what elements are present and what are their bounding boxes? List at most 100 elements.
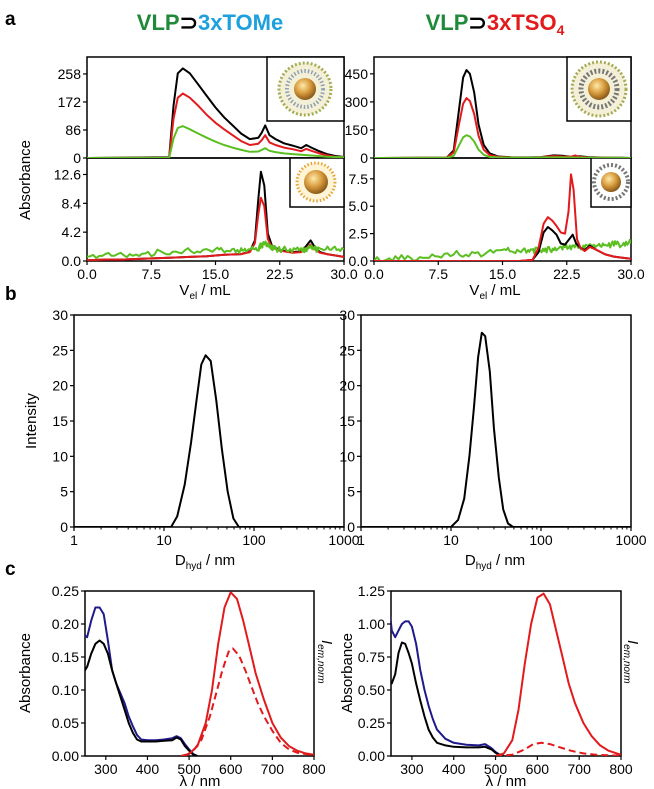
xlabel-b1: Dhyd / nm — [175, 552, 235, 572]
xtick-label: 22.5 — [553, 266, 580, 282]
chart-a1_top: 0 86 172 258 — [58, 66, 344, 166]
title-left-cargo: 3xTOMe — [198, 10, 283, 35]
ylabel-a: Absorbance — [17, 140, 34, 220]
ytick-label: 0.20 — [52, 616, 79, 632]
xtick-label: 1 — [70, 532, 78, 548]
right-label-c1: Iem,norm — [315, 640, 335, 684]
chart-a1_bottom: 0.0 4.2 8.4 12.6 0.0 7.5 15.0 22.5 30.0 — [54, 166, 358, 282]
ytick-label: 12.6 — [54, 166, 81, 182]
ytick-label: 0.25 — [358, 715, 385, 731]
series-line-red — [87, 92, 344, 158]
xtick-label: 1000 — [615, 532, 646, 548]
ytick-label: 25 — [339, 342, 355, 358]
series-line-red — [495, 592, 621, 756]
ytick-label: 0.25 — [52, 583, 79, 599]
ytick-label: 0.0 — [62, 253, 82, 269]
ytick-label: 0.75 — [358, 649, 385, 665]
xtick-label: 22.5 — [266, 266, 293, 282]
title-left-contain: ⊃ — [180, 10, 198, 35]
ytick-label: 15 — [339, 413, 355, 429]
panel-label-b: b — [5, 284, 17, 305]
series-line-red — [374, 173, 631, 261]
ylabel-c1: Absorbance — [17, 633, 34, 713]
ytick-label: 20 — [339, 378, 355, 394]
series-line-black — [361, 331, 631, 527]
xlabel-a1: Vel / mL — [179, 282, 230, 302]
xlabel-b1-rest: / nm — [202, 552, 235, 569]
xtick-label: 100 — [529, 532, 553, 548]
xtick-label: 10 — [443, 532, 459, 548]
title-left: VLP⊃3xTOMe — [137, 10, 283, 35]
ylabel-b: Intensity — [23, 393, 40, 449]
ytick-label: 0.10 — [52, 682, 79, 698]
series-line-red — [180, 591, 314, 756]
xtick-label: 700 — [261, 761, 285, 777]
xtick-label: 7.5 — [142, 266, 162, 282]
title-right-cargo: 3xTSO — [487, 10, 557, 35]
ytick-label: 300 — [345, 94, 369, 110]
series-line-black — [85, 639, 198, 756]
nanoparticle-icon-2 — [590, 157, 632, 208]
xtick-label: 300 — [94, 761, 118, 777]
xtick-label: 500 — [177, 761, 201, 777]
xtick-label: 15.0 — [489, 266, 516, 282]
right-label-c1-main: I — [318, 640, 335, 644]
right-label-c1-sub: em,norm — [315, 644, 326, 683]
right-label-c2-sub: em,norm — [621, 644, 632, 683]
ytick-label: 0.05 — [52, 715, 79, 731]
ytick-label: 5 — [60, 484, 68, 500]
chart-c2: 0.00 0.25 0.50 0.75 1.00 1.25 300 400 500 600 700 8… — [358, 583, 633, 777]
xlabel-a2-rest: / mL — [487, 282, 520, 299]
ytick-label: 0.0 — [349, 253, 369, 269]
xlabel-c1: λ / nm — [180, 773, 221, 789]
xlabel-b2-rest: / nm — [492, 552, 525, 569]
title-right-sub: 4 — [557, 22, 565, 38]
xlabel-b1-sub: hyd — [186, 561, 202, 572]
xtick-label: 10 — [156, 532, 172, 548]
xlabel-b2-main: D — [465, 552, 476, 569]
ytick-label: 0 — [347, 519, 355, 535]
ytick-label: 0 — [73, 150, 81, 166]
xtick-label: 800 — [609, 761, 633, 777]
xlabel-c2: λ / nm — [486, 773, 527, 789]
ytick-label: 0 — [60, 519, 68, 535]
xlabel-a1-rest: / mL — [197, 282, 230, 299]
nanoparticle-with-shell-icon-2 — [566, 56, 632, 122]
ytick-label: 0.15 — [52, 649, 79, 665]
xtick-label: 1000 — [328, 532, 359, 548]
xlabel-a1-sub: el — [189, 291, 197, 302]
ylabel-c2: Absorbance — [339, 633, 356, 713]
title-right-vlp: VLP — [426, 10, 469, 35]
series-line-black — [374, 226, 631, 261]
xtick-label: 700 — [568, 761, 592, 777]
ytick-label: 5 — [347, 484, 355, 500]
xlabel-a1-main: V — [179, 282, 189, 299]
chart-a2_top: 0 150 300 450 — [345, 66, 631, 166]
chart-b2: 0 5 10 15 20 25 30 1 10 100 1000 — [339, 307, 646, 548]
xtick-label: 0.0 — [364, 266, 384, 282]
ytick-label: 1.25 — [358, 583, 385, 599]
nanoparticle-with-shell-icon — [266, 56, 345, 122]
xlabel-a2-main: V — [469, 282, 479, 299]
nanoparticle-icon — [289, 157, 345, 208]
series-line-red-dashed — [495, 741, 621, 756]
ytick-label: 450 — [345, 66, 369, 82]
ytick-label: 150 — [345, 122, 369, 138]
xtick-label: 500 — [484, 761, 508, 777]
title-right-contain: ⊃ — [468, 10, 486, 35]
xlabel-a2: Vel / mL — [469, 282, 520, 302]
xtick-label: 800 — [302, 761, 326, 777]
panel-label-c: c — [5, 559, 16, 580]
xtick-label: 600 — [526, 761, 550, 777]
title-left-vlp: VLP — [137, 10, 180, 35]
ytick-label: 4.2 — [62, 224, 82, 240]
ytick-label: 30 — [339, 307, 355, 323]
ytick-label: 0.50 — [358, 682, 385, 698]
ytick-label: 0.00 — [52, 748, 79, 764]
xlabel-b2: Dhyd / nm — [465, 552, 525, 572]
frame-c1 — [84, 590, 315, 757]
frame-b2 — [360, 314, 632, 528]
ytick-label: 25 — [52, 342, 68, 358]
